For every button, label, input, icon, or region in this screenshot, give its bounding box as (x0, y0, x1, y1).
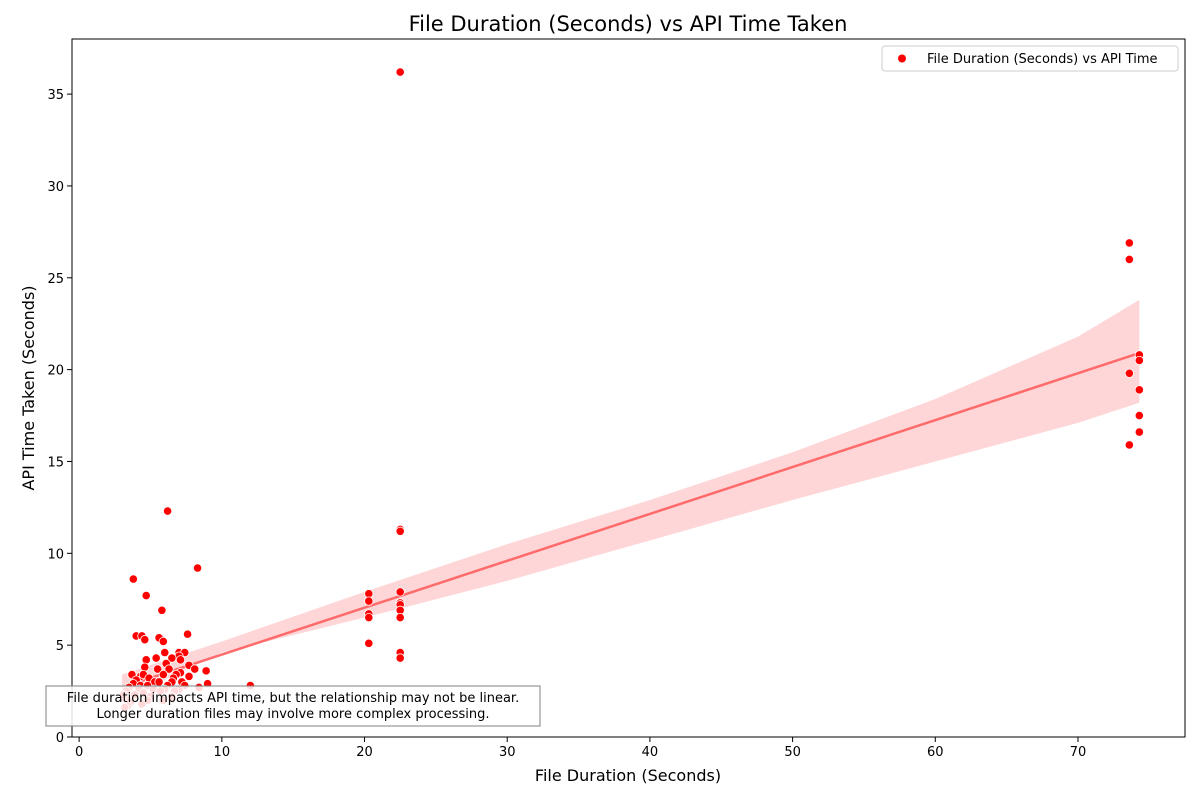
data-point (1124, 368, 1134, 378)
x-tick-label: 50 (784, 745, 801, 760)
data-point (395, 526, 405, 536)
data-point (184, 671, 194, 681)
data-point (364, 613, 374, 623)
data-point (1124, 440, 1134, 450)
y-tick-label: 25 (47, 272, 64, 287)
data-point (160, 647, 170, 658)
annotation-line-2: Longer duration files may involve more c… (96, 707, 489, 722)
legend-marker (898, 54, 906, 63)
data-point (1134, 355, 1144, 366)
y-tick-label: 30 (47, 180, 64, 195)
y-tick-label: 10 (47, 547, 64, 562)
x-tick-label: 0 (75, 745, 83, 760)
trend-line-layer (121, 351, 1140, 689)
data-point (164, 664, 174, 674)
data-point (395, 653, 405, 663)
data-point (140, 635, 150, 645)
data-point (364, 638, 374, 648)
annotation-line-1: File duration impacts API time, but the … (67, 691, 519, 706)
x-tick-label: 30 (499, 745, 516, 760)
data-point (140, 662, 150, 672)
data-point (154, 677, 164, 687)
data-point (190, 664, 200, 674)
data-point (167, 653, 177, 663)
data-point (395, 613, 405, 623)
trend-line (121, 351, 1140, 689)
x-tick-label: 70 (1070, 745, 1087, 760)
data-point (141, 655, 151, 665)
data-point (201, 666, 211, 676)
data-point (395, 587, 405, 597)
x-tick-label: 10 (214, 745, 231, 760)
confidence-band (121, 299, 1140, 701)
legend-frame (881, 45, 1179, 72)
data-point (1134, 410, 1144, 421)
x-axis-label: File Duration (Seconds) (535, 766, 721, 785)
x-tick-label: 40 (642, 745, 659, 760)
confidence-band-layer (121, 299, 1140, 701)
data-point (141, 590, 151, 601)
y-tick-label: 15 (47, 455, 64, 470)
plot-frame (71, 38, 1186, 738)
y-tick-label: 35 (47, 88, 64, 103)
data-point (128, 574, 138, 584)
y-tick-label: 5 (56, 639, 64, 654)
annotation-box: File duration impacts API time, but the … (45, 685, 541, 727)
chart-title: File Duration (Seconds) vs API Time Take… (409, 12, 848, 36)
x-tick-label: 60 (927, 745, 944, 760)
y-axis: 0 5 10 15 20 25 30 35 (47, 88, 72, 746)
data-point (158, 669, 168, 680)
data-point (182, 629, 193, 639)
data-point (151, 653, 161, 663)
x-tick-label: 20 (356, 745, 373, 760)
data-point (1134, 427, 1144, 437)
data-point (157, 605, 167, 615)
data-point (163, 506, 173, 516)
data-point (175, 655, 186, 665)
data-point (158, 636, 168, 647)
x-axis: 0 10 20 30 40 50 60 70 (75, 737, 1086, 760)
annotation-frame (45, 685, 541, 727)
data-point (1124, 254, 1134, 265)
data-point (153, 664, 163, 674)
data-point (192, 563, 203, 573)
y-tick-label: 20 (47, 364, 64, 379)
data-point (395, 67, 405, 77)
data-point (1124, 238, 1134, 248)
y-tick-label: 0 (56, 731, 64, 746)
legend: File Duration (Seconds) vs API Time (881, 45, 1179, 72)
data-point (364, 596, 374, 606)
y-axis-label: API Time Taken (Seconds) (19, 285, 38, 490)
legend-label: File Duration (Seconds) vs API Time (927, 52, 1157, 67)
data-point (1134, 385, 1144, 395)
